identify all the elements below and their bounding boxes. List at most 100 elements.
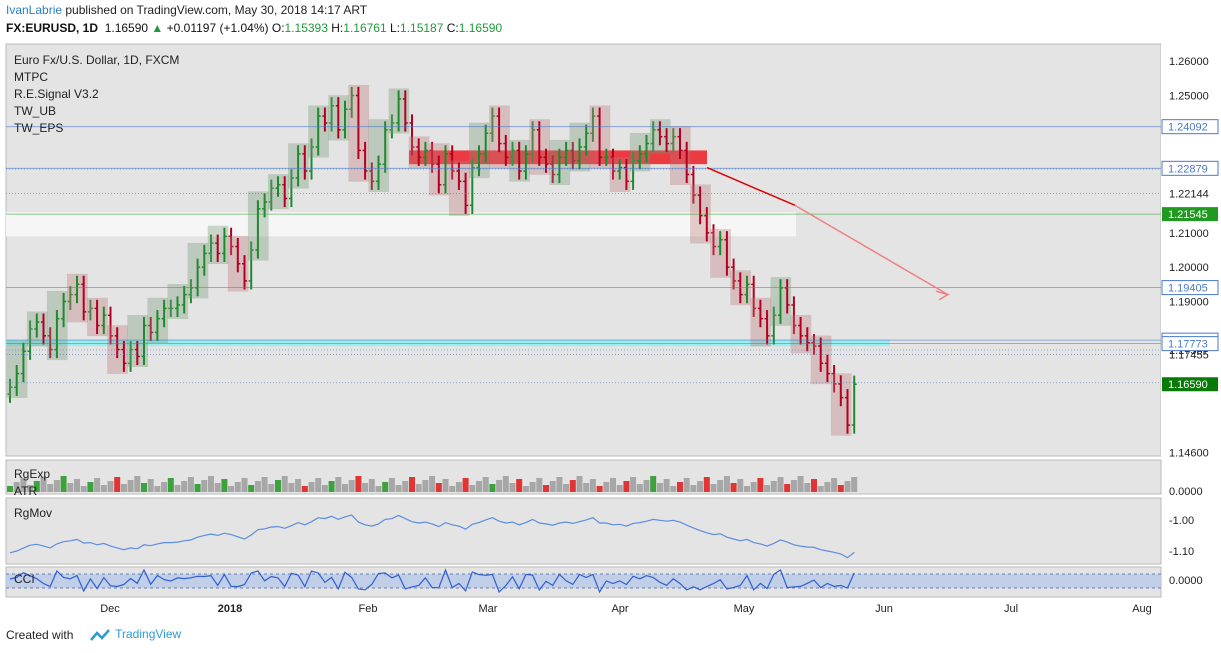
volume-bar: [375, 486, 382, 492]
volume-bar: [616, 485, 623, 492]
volume-bar: [656, 483, 663, 492]
volume-bar: [254, 481, 261, 492]
volume-bar: [710, 484, 717, 492]
price-tick: 1.19000: [1169, 297, 1209, 309]
rgmov-tick-1: -1.00: [1169, 515, 1194, 527]
volume-bar: [677, 482, 683, 492]
volume-bar: [47, 484, 54, 492]
volume-bar: [7, 486, 13, 492]
volume-bar: [94, 478, 101, 492]
time-axis[interactable]: Dec 2018 Feb Mar Apr May Jun Jul Aug: [100, 603, 1152, 615]
volume-bar: [234, 482, 241, 492]
volume-bar: [516, 479, 523, 492]
atr-label: ATR: [14, 484, 37, 498]
arrow-head-icon: [935, 290, 950, 301]
volume-bar: [529, 482, 536, 492]
price-tick: 1.14600: [1169, 448, 1209, 460]
volume-bar: [194, 484, 201, 492]
volume-bar: [563, 484, 570, 492]
price-tick: 1.22144: [1169, 189, 1209, 201]
time-tick: Aug: [1132, 603, 1152, 615]
volume-bar: [583, 483, 590, 492]
cci-band: [6, 574, 1161, 588]
volume-bar: [402, 481, 409, 492]
volume-bar: [730, 483, 737, 492]
last-price: 1.16590: [104, 21, 149, 35]
price-tick: 1.20000: [1169, 262, 1209, 274]
volume-bar: [342, 484, 348, 492]
up-arrow-icon: ▲: [151, 21, 164, 35]
author-link[interactable]: IvanLabrie: [6, 3, 63, 17]
volume-bar: [589, 479, 596, 492]
volume-bar: [13, 482, 20, 492]
volume-bar: [187, 477, 194, 492]
volume-bar: [496, 480, 503, 492]
volume-bar: [670, 486, 677, 492]
volume-bar: [248, 485, 255, 492]
price-axis-bg: [1161, 44, 1221, 456]
trend-line: [706, 166, 796, 207]
volume-bar: [221, 479, 228, 492]
volume-bar: [435, 483, 442, 492]
tradingview-logo[interactable]: TradingView: [88, 627, 181, 642]
volume-bar: [181, 481, 188, 492]
volume-bar: [603, 482, 610, 492]
volume-bar: [683, 478, 690, 492]
volume-bar: [20, 478, 27, 492]
volume-bar: [40, 477, 47, 492]
main-pane[interactable]: [5, 43, 1162, 457]
price-tag: [1161, 119, 1219, 135]
volume-bar: [784, 484, 791, 492]
time-tick: Jun: [875, 603, 893, 615]
volume-bar: [74, 479, 80, 492]
indicator-resignal: R.E.Signal V3.2: [14, 87, 99, 101]
volume-bar: [831, 478, 838, 492]
volume-bar: [556, 477, 563, 492]
high-value: 1.16761: [343, 21, 387, 35]
price-tag: [1161, 160, 1219, 176]
volume-bar: [348, 480, 355, 492]
volume-bar: [362, 483, 369, 492]
white-zone: [6, 212, 796, 237]
high-label: H:: [331, 21, 344, 35]
close-value: 1.16590: [458, 21, 503, 35]
low-value: 1.15187: [400, 21, 444, 35]
chart-header: IvanLabrie published on TradingView.com,…: [0, 0, 1221, 40]
volume-bar: [100, 485, 107, 492]
volume-bar: [154, 486, 161, 492]
volume-bar: [502, 476, 509, 492]
price-tag: [1161, 280, 1219, 296]
rgmov-pane[interactable]: [5, 497, 1162, 565]
volume-bar: [522, 486, 529, 492]
volume-bar: [757, 478, 764, 492]
signal-block: [368, 119, 390, 192]
volume-bar: [817, 486, 824, 492]
volume-bar: [764, 485, 771, 492]
volume-bar: [804, 483, 811, 492]
price-axis[interactable]: 1.260001.250001.228791.228551.221441.210…: [1161, 44, 1221, 460]
volume-bar: [368, 479, 375, 492]
cci-tick: 0.0000: [1169, 575, 1203, 587]
volume-bar: [161, 482, 168, 492]
volume-bar: [623, 481, 630, 492]
price-tag-label: 1.21545: [1168, 209, 1208, 221]
volume-bar: [241, 478, 248, 492]
volume-bar: [308, 482, 315, 492]
volume-bar: [87, 482, 94, 492]
chart-canvas[interactable]: Euro Fx/U.S. Dollar, 1D, FXCM MTPC R.E.S…: [0, 40, 1221, 622]
volume-bar: [482, 477, 489, 492]
volume-bar: [395, 485, 402, 492]
footer: Created with TradingView: [0, 622, 1221, 653]
brand-name: TradingView: [115, 627, 182, 641]
volume-bar: [723, 476, 730, 492]
volume-bar: [147, 479, 154, 492]
volume-bar: [261, 477, 268, 492]
volume-bar: [53, 480, 60, 492]
volume-bar: [549, 481, 556, 492]
cyan-zone: [6, 339, 890, 347]
volume-bar: [744, 486, 750, 492]
volume-bar: [134, 476, 141, 492]
volume-bar: [409, 477, 415, 492]
volume-bar: [201, 480, 208, 492]
volume-bar: [770, 481, 777, 492]
